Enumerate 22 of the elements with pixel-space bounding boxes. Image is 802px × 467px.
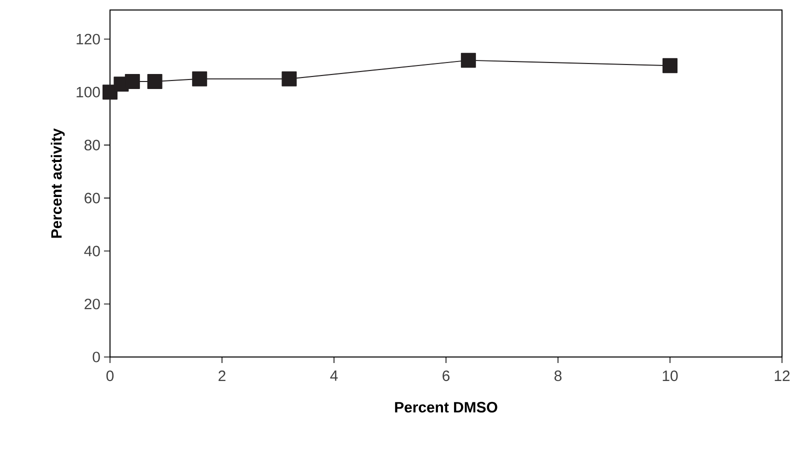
point	[147, 74, 162, 90]
y-tick-label: 80	[84, 140, 100, 150]
y-tick-label: 60	[84, 192, 100, 204]
y-tick-label: 20	[84, 298, 100, 310]
point	[460, 52, 476, 68]
x-tick-label: 10	[662, 370, 678, 382]
x-tick-label: 8	[554, 370, 562, 382]
point	[282, 71, 297, 86]
x-tick-label: 6	[442, 370, 450, 382]
point	[662, 58, 678, 74]
y-tick-label: 40	[84, 246, 100, 256]
y-axis-title: Percent activity	[50, 128, 65, 238]
y-tick-label: 0	[92, 352, 100, 362]
x-tick-label: 4	[330, 370, 338, 381]
point	[192, 71, 208, 86]
y-tick-label: 120	[76, 34, 100, 44]
x-axis-title: Percent DMSO	[395, 402, 498, 412]
x-tick-label: 2	[218, 370, 226, 381]
y-tick-label: 100	[76, 86, 100, 98]
x-tick-label: 0	[106, 370, 114, 382]
x-tick-label: 12	[774, 370, 790, 381]
point	[124, 74, 140, 90]
